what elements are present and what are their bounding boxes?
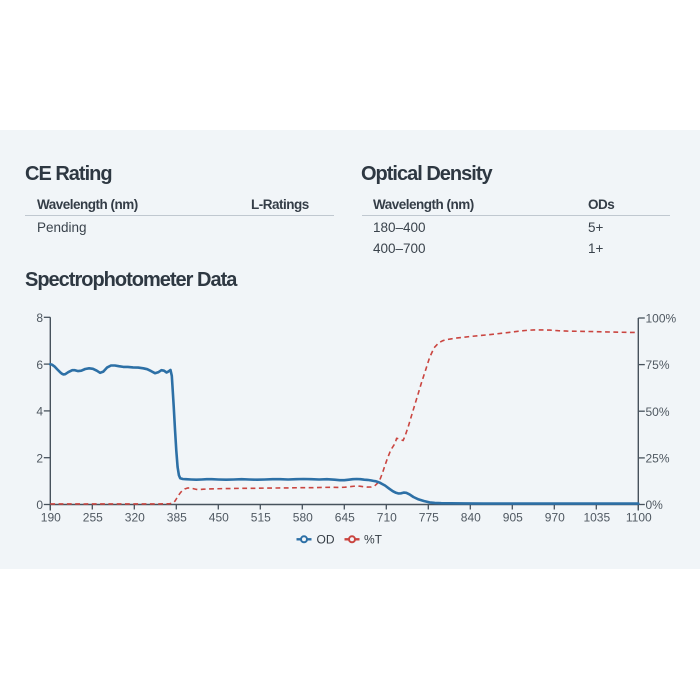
svg-text:190: 190 bbox=[41, 510, 61, 524]
svg-text:775: 775 bbox=[419, 510, 439, 524]
svg-text:255: 255 bbox=[83, 510, 103, 524]
svg-text:%T: %T bbox=[364, 532, 383, 546]
svg-text:OD: OD bbox=[317, 532, 335, 546]
svg-text:8: 8 bbox=[36, 311, 43, 325]
svg-text:840: 840 bbox=[461, 510, 481, 524]
svg-text:4: 4 bbox=[36, 405, 43, 419]
svg-text:645: 645 bbox=[335, 510, 355, 524]
svg-text:0%: 0% bbox=[646, 498, 664, 512]
svg-text:1100: 1100 bbox=[626, 510, 652, 524]
svg-text:970: 970 bbox=[545, 510, 565, 524]
svg-text:1035: 1035 bbox=[583, 510, 610, 524]
svg-text:580: 580 bbox=[293, 510, 313, 524]
svg-text:75%: 75% bbox=[646, 358, 670, 372]
svg-text:50%: 50% bbox=[646, 405, 670, 419]
svg-text:515: 515 bbox=[251, 510, 271, 524]
svg-text:710: 710 bbox=[377, 510, 397, 524]
svg-text:100%: 100% bbox=[646, 312, 677, 326]
svg-text:905: 905 bbox=[503, 510, 523, 524]
svg-text:385: 385 bbox=[167, 510, 187, 524]
svg-text:0: 0 bbox=[36, 498, 43, 512]
svg-text:450: 450 bbox=[209, 510, 229, 524]
svg-text:6: 6 bbox=[36, 358, 43, 372]
svg-text:2: 2 bbox=[36, 451, 43, 465]
svg-text:320: 320 bbox=[125, 510, 145, 524]
svg-text:25%: 25% bbox=[646, 452, 670, 466]
